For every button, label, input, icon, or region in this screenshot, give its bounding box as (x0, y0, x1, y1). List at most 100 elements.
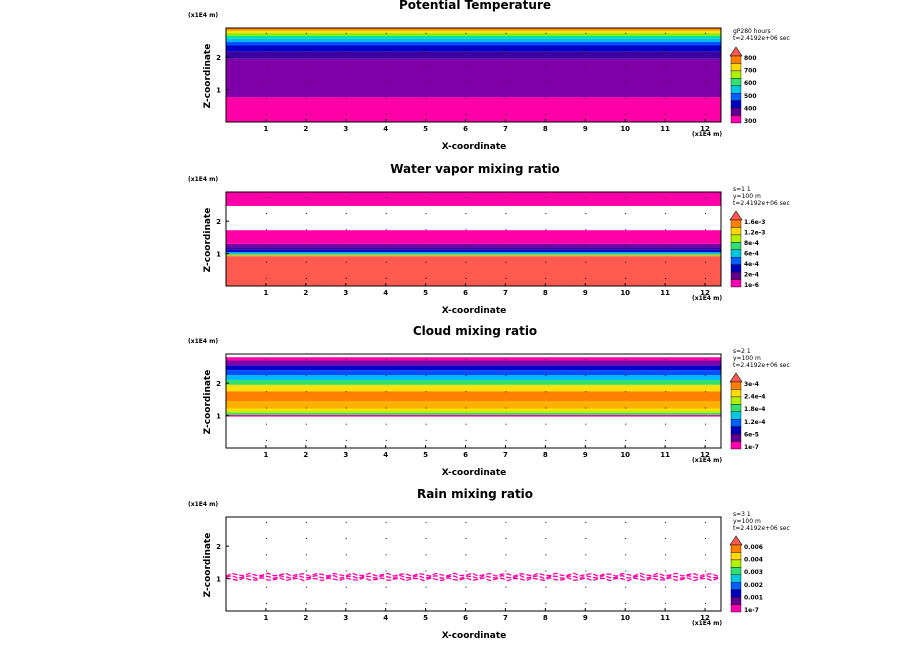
band-5 (226, 391, 721, 401)
z-tick-label: 2 (216, 218, 221, 226)
grid-dot (425, 423, 427, 425)
grid-dot (345, 407, 347, 409)
x-tick-label: 10 (620, 125, 630, 133)
grid-dot (545, 65, 547, 67)
grid-dot (665, 554, 667, 556)
grid-dot (505, 538, 507, 540)
grid-dot (505, 391, 507, 393)
grid-dot (265, 554, 267, 556)
colorbar-swatch (730, 55, 742, 64)
grid-dot (465, 81, 467, 83)
grid-dot (425, 277, 427, 279)
plot-frame (225, 516, 722, 612)
x-tick-label: 12 (700, 451, 710, 459)
grid-dot (385, 407, 387, 409)
grid-dot (585, 32, 587, 34)
grid-dot (465, 261, 467, 263)
grid-dot (345, 586, 347, 588)
grid-dots (265, 521, 707, 604)
grid-dot (665, 538, 667, 540)
x-tick-label: 8 (543, 614, 548, 622)
grid-dot (625, 196, 627, 198)
grid-dot (305, 229, 307, 231)
grid-dot (705, 229, 707, 231)
chart-title: Rain mixing ratio (417, 487, 533, 501)
grid-dot (305, 407, 307, 409)
grid-dot (385, 245, 387, 247)
x-tick-label: 2 (303, 614, 308, 622)
grid-dot (505, 375, 507, 377)
grid-dot (545, 213, 547, 215)
grid-dot (545, 229, 547, 231)
grid-dot (625, 570, 627, 572)
grid-dot (305, 49, 307, 51)
x-tick-label: 7 (503, 289, 508, 297)
colorbar-swatch (730, 234, 742, 243)
grid-dot (385, 423, 387, 425)
rain-streak-2 (225, 576, 719, 582)
grid-dot (705, 407, 707, 409)
grid-dot (465, 113, 467, 115)
grid-dot (625, 586, 627, 588)
x-unit-label: (x1E4 m) (692, 131, 722, 138)
grid-dot (305, 538, 307, 540)
colorbar-swatch (730, 264, 742, 273)
grid-dot (465, 554, 467, 556)
grid-dot (345, 245, 347, 247)
panel-rain-mixing-ratio: (x1E4 m) Rain mixing ratio X-coordinate … (188, 487, 790, 641)
grid-dot (665, 32, 667, 34)
x-tick-label: 1 (263, 451, 268, 459)
grid-dot (705, 375, 707, 377)
info-line-3: t=2.4192e+06 sec (733, 362, 790, 369)
grid-dot (705, 586, 707, 588)
colorbar-label: 700 (744, 68, 757, 75)
band-8 (226, 30, 721, 34)
grid-dot (425, 570, 427, 572)
grid-dot (665, 358, 667, 360)
colorbar-swatch (730, 419, 742, 427)
band-9 (226, 370, 721, 376)
grid-dot (545, 375, 547, 377)
colorbar-swatch (730, 100, 742, 109)
band-7 (226, 379, 721, 385)
colorbar-swatch (730, 227, 742, 236)
grid-dot (385, 538, 387, 540)
grid-dot (345, 97, 347, 99)
x-tick-label: 4 (383, 125, 388, 133)
band-3 (226, 408, 721, 412)
grid-dot (705, 113, 707, 115)
colorbar-swatch (730, 567, 742, 575)
grid-dot (425, 49, 427, 51)
grid-dot (425, 358, 427, 360)
colorbar-swatch (730, 271, 742, 280)
grid-dot (705, 570, 707, 572)
band-7 (226, 230, 721, 244)
grid-dot (705, 196, 707, 198)
grid-dot (545, 113, 547, 115)
grid-dot (465, 375, 467, 377)
grid-dot (305, 554, 307, 556)
x-tick-label: 3 (343, 451, 348, 459)
x-tick-label: 4 (383, 289, 388, 297)
grid-dot (425, 521, 427, 523)
grid-dot (305, 521, 307, 523)
grid-dot (345, 81, 347, 83)
grid-dot (305, 586, 307, 588)
grid-dot (545, 32, 547, 34)
grid-dot (705, 277, 707, 279)
band-9 (226, 28, 721, 31)
x-tick-label: 11 (660, 289, 670, 297)
colorbar-swatch (730, 107, 742, 116)
colorbar-arrow (729, 535, 743, 546)
grid-dot (265, 423, 267, 425)
info-line-2: y=100 m (733, 518, 761, 525)
band-1 (226, 254, 721, 257)
z-tick-label: 2 (216, 380, 221, 388)
grid-dot (625, 423, 627, 425)
z-axis-label: Z-coordinate (203, 44, 213, 109)
grid-dot (265, 113, 267, 115)
grid-dot (425, 538, 427, 540)
grid-dot (345, 375, 347, 377)
grid-dot (545, 602, 547, 604)
grid-dot (265, 245, 267, 247)
